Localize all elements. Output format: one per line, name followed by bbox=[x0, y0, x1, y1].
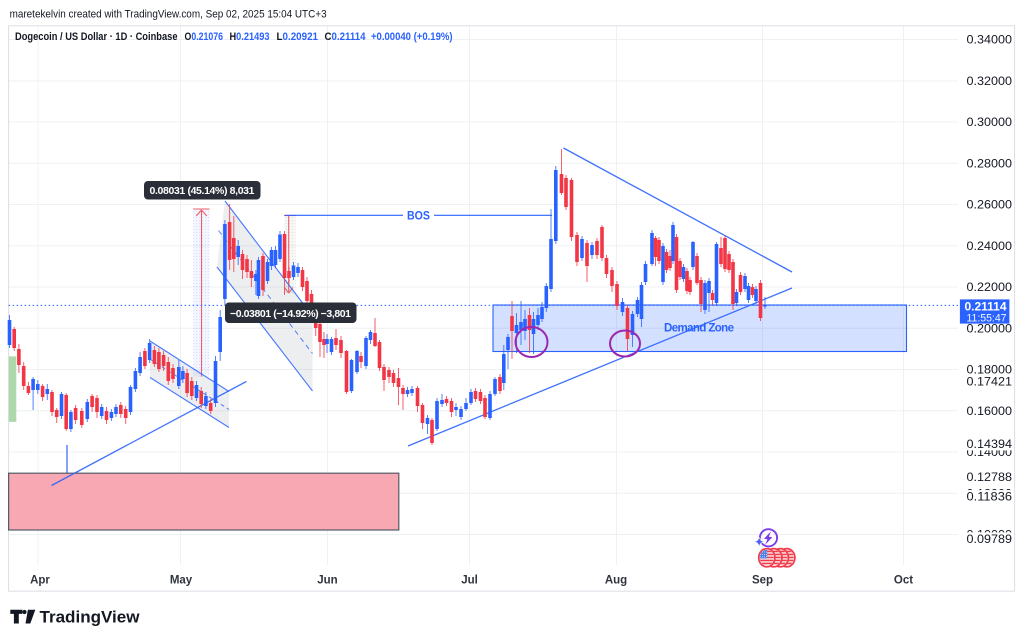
svg-text:0.08031 (45.14%) 8,031: 0.08031 (45.14%) 8,031 bbox=[150, 185, 255, 197]
svg-text:0.24000: 0.24000 bbox=[967, 241, 1013, 253]
svg-text:0.34000: 0.34000 bbox=[967, 35, 1013, 47]
svg-text:Dogecoin / US Dollar · 1D · Co: Dogecoin / US Dollar · 1D · Coinbase bbox=[15, 31, 178, 43]
svg-text:0.32000: 0.32000 bbox=[967, 76, 1013, 88]
svg-text:C0.21114: C0.21114 bbox=[325, 31, 367, 43]
svg-text:0.18000: 0.18000 bbox=[967, 365, 1013, 377]
svg-text:+0.00040 (+0.19%): +0.00040 (+0.19%) bbox=[371, 31, 453, 43]
svg-text:Demand Zone: Demand Zone bbox=[664, 323, 734, 335]
svg-text:maretekelvin created with Trad: maretekelvin created with TradingView.co… bbox=[10, 9, 327, 21]
svg-text:May: May bbox=[170, 575, 193, 587]
svg-text:TradingView: TradingView bbox=[40, 609, 140, 627]
svg-text:−0.03801 (−14.92%) −3,801: −0.03801 (−14.92%) −3,801 bbox=[230, 308, 351, 320]
svg-text:Jul: Jul bbox=[461, 575, 478, 587]
svg-text:0.26000: 0.26000 bbox=[967, 200, 1013, 212]
svg-text:H0.21493: H0.21493 bbox=[230, 31, 270, 43]
svg-text:L0.20921: L0.20921 bbox=[277, 31, 319, 43]
svg-text:O0.21076: O0.21076 bbox=[185, 31, 224, 43]
svg-text:BOS: BOS bbox=[407, 211, 430, 223]
svg-text:Apr: Apr bbox=[30, 575, 50, 587]
svg-text:Jun: Jun bbox=[317, 575, 337, 587]
svg-text:0.30000: 0.30000 bbox=[967, 117, 1013, 129]
svg-text:11:55:47: 11:55:47 bbox=[967, 313, 1007, 325]
svg-text:0.21114: 0.21114 bbox=[965, 302, 1008, 314]
svg-text:0.28000: 0.28000 bbox=[967, 158, 1013, 170]
svg-text:Aug: Aug bbox=[605, 575, 627, 587]
svg-text:0.14394: 0.14394 bbox=[967, 439, 1013, 451]
svg-text:0.11836: 0.11836 bbox=[967, 492, 1013, 504]
svg-text:0.09789: 0.09789 bbox=[967, 534, 1013, 546]
svg-text:0.20000: 0.20000 bbox=[967, 323, 1013, 335]
svg-text:0.17421: 0.17421 bbox=[967, 376, 1013, 388]
svg-text:Oct: Oct bbox=[894, 575, 913, 587]
svg-text:0.16000: 0.16000 bbox=[967, 406, 1013, 418]
svg-text:Sep: Sep bbox=[752, 575, 773, 587]
svg-text:0.22000: 0.22000 bbox=[967, 282, 1013, 294]
svg-text:0.12788: 0.12788 bbox=[967, 472, 1013, 484]
